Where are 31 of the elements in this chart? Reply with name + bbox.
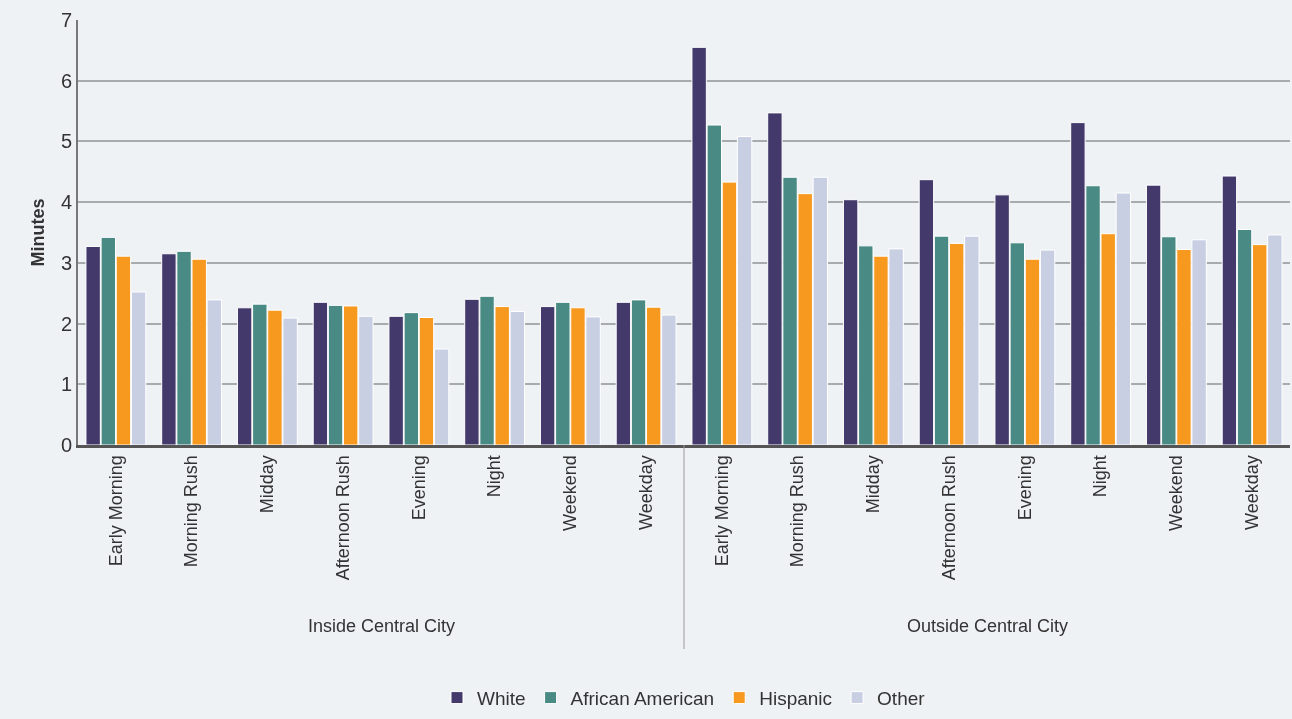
x-tick-label: Early Morning	[711, 455, 732, 567]
x-tick-label: Midday	[863, 455, 884, 514]
legend-label: Other	[877, 688, 926, 710]
x-tick-label: Weekday	[635, 455, 656, 530]
y-tick-label: 1	[60, 373, 72, 396]
y-tick-label: 2	[60, 312, 72, 335]
y-tick-label: 0	[60, 434, 72, 456]
x-tick-label: Weekend	[560, 455, 581, 531]
y-tick-label: 4	[60, 191, 72, 214]
x-tick-label: Afternoon Rush	[332, 455, 353, 581]
y-axis-title: Minutes	[27, 198, 48, 267]
x-tick-label: Weekday	[1241, 455, 1262, 530]
y-tick-label: 6	[60, 69, 72, 92]
x-tick-label: Evening	[1014, 455, 1035, 521]
x-tick-label: Evening	[408, 455, 429, 521]
y-tick-label: 5	[60, 130, 72, 153]
x-tick-label: Morning Rush	[787, 455, 808, 568]
legend-label: African American	[570, 688, 715, 710]
x-tick-label: Morning Rush	[181, 455, 202, 568]
text: Outside Central City	[907, 616, 1069, 636]
y-tick-label: 7	[60, 9, 72, 31]
x-tick-label: Weekend	[1166, 455, 1187, 531]
x-tick-label: Early Morning	[105, 455, 126, 567]
x-tick-label: Night	[484, 455, 505, 498]
text: Inside Central City	[308, 616, 456, 636]
legend-label: Hispanic	[759, 688, 833, 710]
x-tick-label: Night	[1090, 455, 1111, 498]
y-tick-label: 3	[60, 251, 72, 274]
x-tick-label: Afternoon Rush	[938, 455, 959, 581]
x-tick-label: Midday	[257, 455, 278, 514]
legend-label: White	[477, 688, 526, 710]
